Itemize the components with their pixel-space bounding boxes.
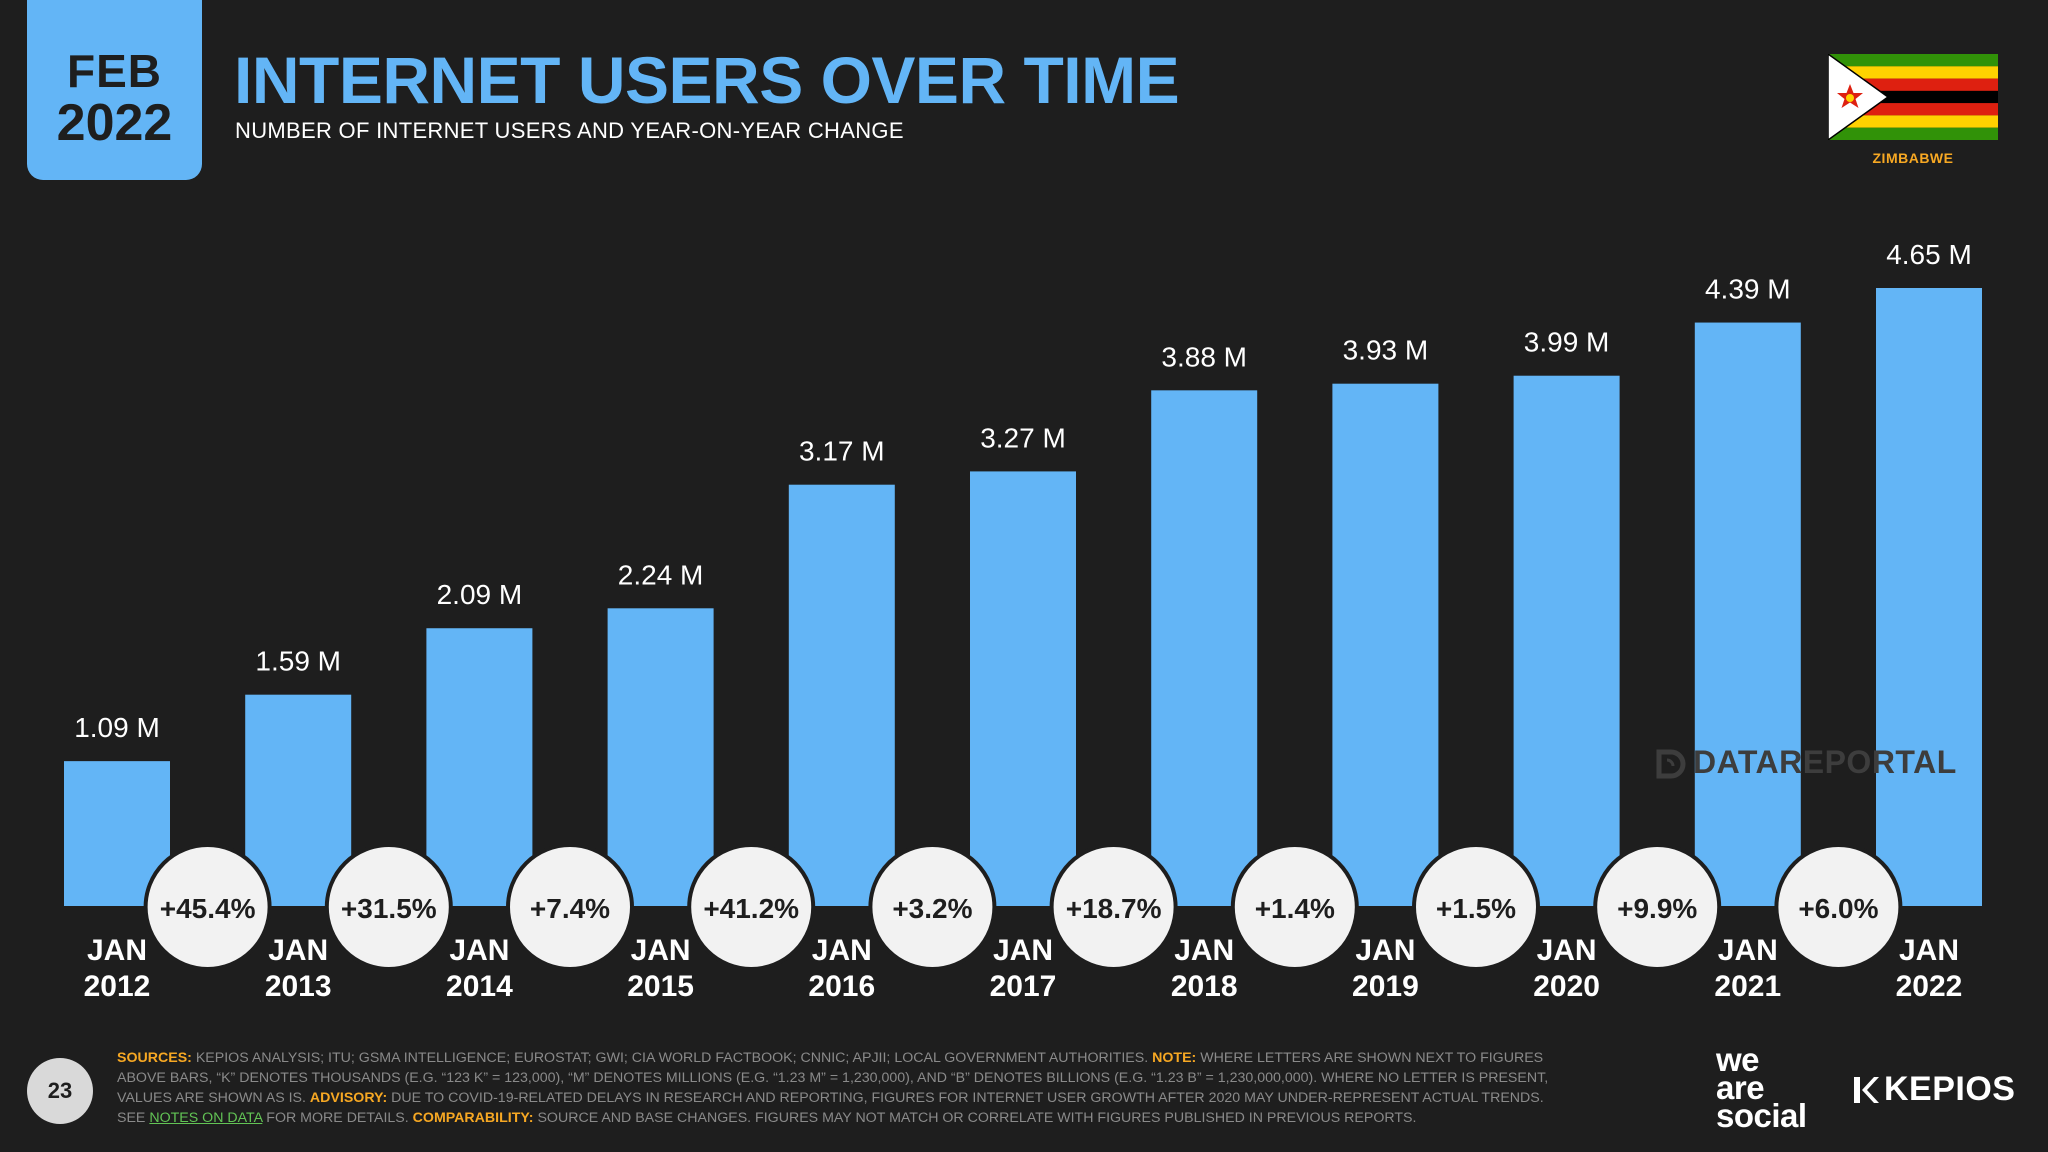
x-tick-month: JAN [87,934,147,967]
we-are-social-logo: we are social [1716,1041,1807,1134]
yoy-bubble [1412,843,1540,971]
x-tick-month: JAN [1174,934,1234,967]
yoy-bubble [1230,843,1359,971]
bar-value-label: 4.39 M [1705,274,1791,305]
yoy-change-label: +18.7% [1066,893,1162,924]
x-tick-year: 2021 [1714,970,1781,1003]
yoy-change-label: +41.2% [703,893,799,924]
x-tick-month: JAN [449,934,509,967]
page-subtitle: NUMBER OF INTERNET USERS AND YEAR-ON-YEA… [235,118,904,143]
bar [1876,288,1982,906]
x-tick-year: 2014 [446,970,513,1003]
brand-line-2: are [1716,1069,1765,1106]
yoy-bubble [1774,843,1903,971]
bar [426,628,533,906]
yoy-change-label: +45.4% [160,893,256,924]
country-label: ZIMBABWE [1872,150,1954,166]
advisory-label: ADVISORY: [309,1090,388,1106]
bar [607,608,714,906]
yoy-change-label: +1.4% [1255,893,1335,924]
comparability-label: COMPARABILITY: [412,1110,534,1126]
x-tick-year: 2015 [627,970,694,1003]
x-tick-month: JAN [812,934,872,967]
yoy-bubble [506,843,634,971]
x-tick-year: 2012 [84,970,151,1003]
yoy-change-label: +6.0% [1798,893,1878,924]
watermark-text: DATAREPORTAL [1693,744,1957,780]
brand-line-1: we [1716,1041,1760,1078]
bar [245,694,352,906]
yoy-change-label: +7.4% [530,893,610,924]
kepios-mark-icon [1854,1076,1879,1103]
bar [1332,383,1439,906]
advisory-tail: FOR MORE DETAILS. [266,1110,409,1126]
bar-value-label: 2.09 M [437,579,523,610]
x-tick-year: 2019 [1352,970,1419,1003]
yoy-change-label: +9.9% [1617,893,1697,924]
bar [1513,375,1620,906]
sources-label: SOURCES: [117,1050,192,1066]
yoy-bubble [143,843,272,971]
datareportal-watermark: DATAREPORTAL [1655,744,1957,781]
datareportal-logo-icon [1656,749,1686,778]
notes-on-data-link[interactable]: NOTES ON DATA [149,1110,263,1126]
sources-body: KEPIOS ANALYSIS; ITU; GSMA INTELLIGENCE;… [195,1050,1149,1066]
brand-line-3: social [1716,1097,1807,1134]
bar-value-label: 3.27 M [980,422,1066,453]
x-tick-month: JAN [1537,934,1597,967]
x-tick-month: JAN [1718,934,1778,967]
x-tick-month: JAN [1899,934,1959,967]
x-tick-year: 2017 [990,970,1057,1003]
x-tick-year: 2022 [1896,970,1963,1003]
x-tick-year: 2018 [1171,970,1238,1003]
zimbabwe-flag-icon [1828,54,1998,140]
date-badge: FEB 2022 [27,0,202,180]
kepios-text: KEPIOS [1884,1070,2016,1108]
x-tick-month: JAN [993,934,1053,967]
note-body: WHERE LETTERS ARE SHOWN NEXT TO FIGURES … [117,1050,1549,1106]
note-label: NOTE: [1152,1050,1197,1066]
date-year: 2022 [56,94,173,152]
x-tick-month: JAN [631,934,691,967]
x-tick-month: JAN [1355,934,1415,967]
date-month: FEB [67,45,162,97]
page-number: 23 [27,1058,93,1124]
sources-text: SOURCES: KEPIOS ANALYSIS; ITU; GSMA INTE… [117,1048,1557,1128]
x-tick-year: 2020 [1533,970,1600,1003]
kepios-logo: KEPIOS [1852,1070,2015,1109]
yoy-change-label: +1.5% [1436,893,1516,924]
yoy-change-label: +3.2% [892,893,972,924]
x-tick-month: JAN [268,934,328,967]
bar-value-label: 1.09 M [74,712,160,743]
bar-value-label: 2.24 M [618,559,704,590]
bar [788,484,895,906]
x-tick-year: 2013 [265,970,332,1003]
advisory-body: DUE TO COVID-19-RELATED DELAYS IN RESEAR… [117,1090,1544,1126]
bar-value-label: 3.99 M [1524,327,1610,358]
comparability-body: SOURCE AND BASE CHANGES. FIGURES MAY NOT… [537,1110,1417,1126]
bar [1694,322,1801,907]
bar-value-label: 1.59 M [255,646,341,677]
bar-value-label: 3.88 M [1161,341,1247,372]
yoy-bubble [868,843,997,971]
bar [970,471,1076,906]
yoy-bubble [1593,843,1722,971]
x-tick-year: 2016 [808,970,875,1003]
yoy-bubble [1049,843,1178,971]
yoy-bubble [687,843,816,971]
yoy-change-label: +31.5% [341,893,437,924]
yoy-bubble [324,843,453,971]
page-title: INTERNET USERS OVER TIME [234,43,1180,117]
bar-value-label: 3.93 M [1343,335,1429,366]
bar-value-label: 3.17 M [799,436,885,467]
bar-value-label: 4.65 M [1886,239,1972,270]
bar [1151,390,1258,907]
